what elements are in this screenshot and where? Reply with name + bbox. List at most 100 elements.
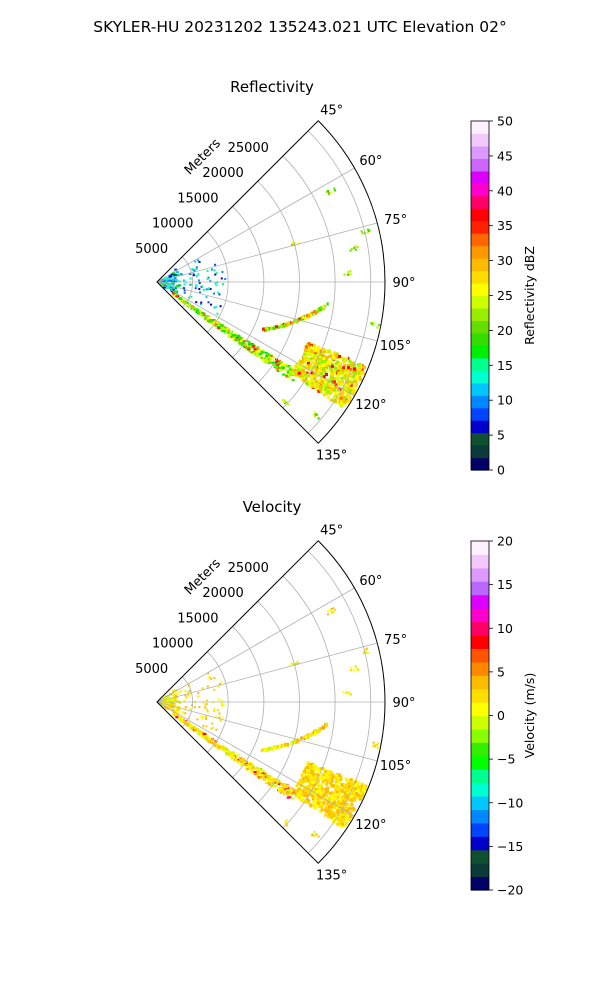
radar-gate xyxy=(210,318,214,321)
radar-gate xyxy=(325,350,329,354)
radar-gate xyxy=(198,288,201,291)
radar-gate xyxy=(179,298,183,301)
radar-gate xyxy=(201,717,204,720)
radar-gate xyxy=(215,728,218,731)
radar-gate xyxy=(321,776,325,780)
radar-gate xyxy=(195,268,198,271)
radar-gate xyxy=(264,781,268,784)
radar-gate xyxy=(195,284,198,287)
radar-gate xyxy=(354,388,358,392)
radar-gate xyxy=(172,279,176,282)
radar-gate xyxy=(168,276,172,279)
radar-gate xyxy=(275,367,279,370)
radar-gate xyxy=(252,350,256,353)
radar-gate xyxy=(307,367,311,371)
radar-gate xyxy=(271,781,275,784)
radar-gate xyxy=(221,327,225,330)
radar-gate xyxy=(202,701,205,704)
radar-gate xyxy=(191,704,194,707)
radar-gate xyxy=(268,327,271,331)
radar-gate xyxy=(297,662,300,665)
radar-gate xyxy=(324,778,328,782)
radar-gate xyxy=(282,790,286,793)
radar-gate xyxy=(204,737,208,740)
radar-gate xyxy=(349,363,353,367)
radar-gate xyxy=(207,319,211,322)
radar-gate xyxy=(288,793,292,796)
radar-gate xyxy=(314,796,318,800)
radar-gate xyxy=(298,739,301,743)
colorbar-swatch xyxy=(471,608,489,623)
radar-gate xyxy=(285,369,289,372)
radar-gate xyxy=(233,758,237,761)
radar-gate xyxy=(305,371,309,375)
radar-gate xyxy=(292,663,295,666)
radar-gate xyxy=(199,303,202,306)
radar-gate xyxy=(239,764,243,767)
radar-gate xyxy=(239,758,243,761)
radar-gate xyxy=(326,364,330,368)
radar-gate xyxy=(309,345,313,349)
radar-gate xyxy=(322,793,326,797)
radar-gate xyxy=(317,389,321,393)
colorbar-swatch xyxy=(471,307,489,322)
radar-gate xyxy=(326,302,329,306)
radar-gate xyxy=(317,372,321,376)
radar-gate xyxy=(321,348,325,352)
radar-gate xyxy=(243,345,247,348)
radar-gate xyxy=(211,323,215,326)
radar-gate xyxy=(317,802,321,806)
radar-gate xyxy=(370,322,373,325)
radar-gate xyxy=(209,741,213,744)
colorbar-swatch xyxy=(471,445,489,459)
radar-gate xyxy=(330,191,333,194)
radar-gate xyxy=(333,388,337,392)
radar-gate xyxy=(322,792,326,796)
radar-gate xyxy=(322,305,325,309)
radar-gate xyxy=(288,788,292,791)
radar-gate xyxy=(314,368,318,372)
theta-tick-label: 90° xyxy=(392,696,415,711)
radar-gate xyxy=(329,366,333,370)
radar-gate xyxy=(194,260,197,263)
radar-gate xyxy=(276,783,280,786)
radar-gate xyxy=(247,348,251,351)
radar-gate xyxy=(232,753,236,756)
radar-gate xyxy=(286,375,290,378)
radar-gate xyxy=(180,718,184,721)
radar-gate xyxy=(217,746,221,749)
radar-gate xyxy=(206,685,209,688)
radar-gate xyxy=(170,273,174,276)
radar-gate xyxy=(316,348,320,352)
radar-gate xyxy=(247,761,251,764)
radar-gate xyxy=(296,320,299,324)
radar-gate xyxy=(314,311,317,315)
radar-gate xyxy=(346,386,350,390)
radar-gate xyxy=(316,778,320,782)
radar-gate xyxy=(337,355,341,359)
radar-gate xyxy=(285,819,288,822)
radar-gate xyxy=(339,802,343,806)
radar-gate xyxy=(307,790,311,794)
radar-gate xyxy=(305,379,309,383)
radar-gate xyxy=(213,688,216,691)
radar-gate xyxy=(288,373,292,376)
radar-gate xyxy=(343,385,347,389)
radar-gate xyxy=(319,776,323,780)
radar-gate xyxy=(331,378,335,382)
radar-gate xyxy=(354,245,357,248)
radar-gate xyxy=(339,403,343,407)
radar-gate xyxy=(333,802,337,806)
radar-gate xyxy=(356,246,359,249)
radar-gate xyxy=(302,790,306,794)
radar-gate xyxy=(220,680,223,683)
radar-gate xyxy=(314,365,318,369)
colorbar-swatch xyxy=(471,822,489,837)
radar-gate xyxy=(219,682,222,685)
radar-gate xyxy=(251,770,255,773)
radar-gate xyxy=(281,365,285,368)
radar-gate xyxy=(286,743,289,747)
radar-gate xyxy=(169,708,173,711)
colorbar-swatch xyxy=(471,170,489,184)
radar-gate xyxy=(167,694,171,697)
